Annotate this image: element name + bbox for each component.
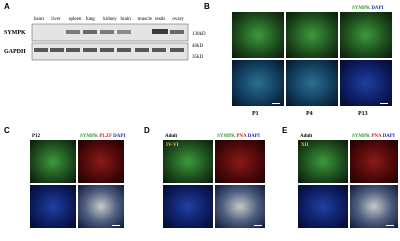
stain-label: SYMPK PNA DAPI: [352, 134, 395, 139]
stain-label: SYMPK DAPI: [352, 6, 384, 11]
band-label: SYMPK: [4, 30, 26, 36]
panel-letter: A: [4, 2, 10, 11]
lane-label: kidney: [103, 17, 117, 22]
band-label: GAPDH: [4, 49, 26, 55]
marker-label: 35kD: [192, 55, 204, 60]
lane-label: brain: [121, 17, 132, 22]
micrographs-d: [163, 140, 265, 228]
stain: DAPI: [383, 134, 395, 139]
marker-label: 40kD: [192, 44, 204, 49]
lane-label: heart: [34, 17, 45, 22]
age-label: P13: [358, 111, 368, 117]
marker-label: 130kD: [192, 32, 206, 37]
age-label: P12: [32, 134, 41, 139]
stain: SYMPK: [217, 134, 235, 139]
stain: DAPI: [113, 134, 125, 139]
stage-label: IV-VI: [166, 143, 178, 148]
stain: PNA: [236, 134, 247, 139]
age-label: Adult: [300, 134, 313, 139]
age-label: P4: [306, 111, 313, 117]
lane-label: spleen: [69, 17, 82, 22]
panel-letter: B: [204, 2, 210, 11]
bands: [34, 29, 184, 52]
stain: DAPI: [248, 134, 260, 139]
micrographs-b: [232, 12, 392, 106]
stain-label: SYMPK PLZF DAPI: [80, 134, 125, 139]
stain: SYMPK: [80, 134, 98, 139]
panel-letter: E: [282, 126, 288, 135]
age-label: P1: [252, 111, 259, 117]
lane-label: lung: [86, 17, 95, 22]
stain-label: SYMPK PNA DAPI: [217, 134, 260, 139]
lane-labels: heart liver spleen lung kidney brain muscle tes…: [34, 17, 184, 22]
scale-bars: [112, 103, 394, 226]
panel-letter: D: [144, 126, 150, 135]
micrographs-c: [30, 140, 124, 228]
stain: PNA: [371, 134, 382, 139]
lane-label: testis: [155, 17, 165, 22]
stain: SYMPK: [352, 134, 370, 139]
stain: SYMPK: [352, 6, 370, 11]
age-label: Adult: [165, 134, 178, 139]
lane-label: liver: [51, 17, 60, 22]
stain: DAPI: [371, 6, 383, 11]
lane-label: muscle: [138, 17, 153, 22]
stage-label: XII: [301, 143, 309, 148]
lane-label: ovary: [172, 17, 184, 22]
stain: PLZF: [99, 134, 112, 139]
micrographs-e: [298, 140, 398, 228]
panel-letter: C: [4, 126, 10, 135]
